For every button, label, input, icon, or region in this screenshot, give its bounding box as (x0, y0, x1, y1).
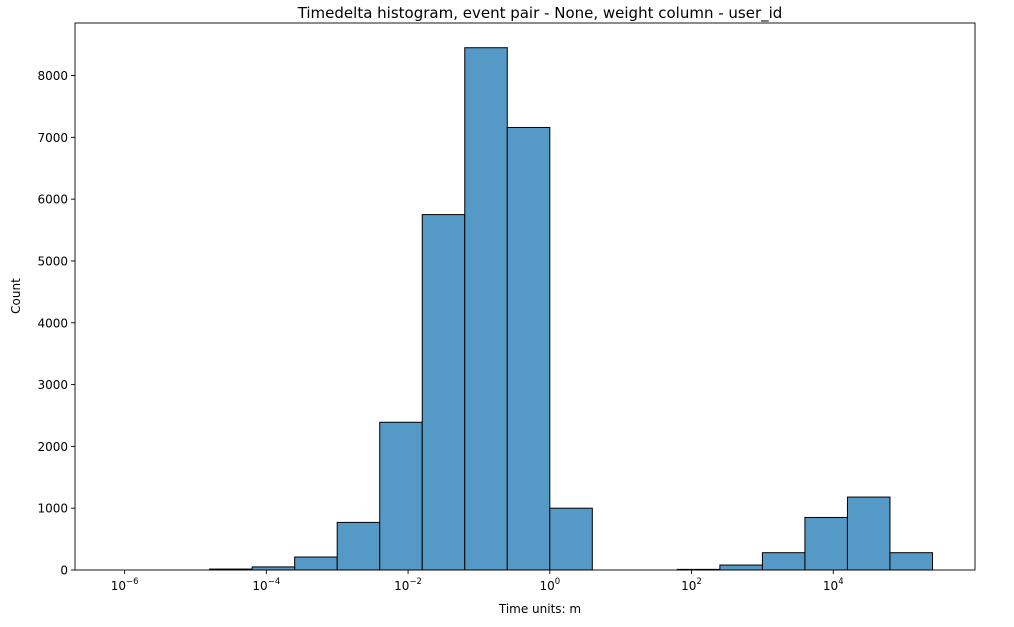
histogram-bar-16 (761, 552, 806, 571)
histogram-bar-18 (846, 496, 891, 571)
chart-title: Timedelta histogram, event pair - None, … (297, 4, 783, 23)
y-tick-label-8: 8000 (37, 69, 68, 83)
y-tick-label-6: 6000 (37, 193, 68, 207)
histogram-bar-11 (549, 507, 593, 571)
x-tick-label-3: 100 (539, 577, 560, 593)
histogram-bar-4 (251, 566, 296, 571)
histogram-bar-7 (379, 421, 423, 571)
histogram-bar-6 (336, 521, 381, 571)
histogram-bar-10 (506, 126, 551, 571)
x-tick-label-5: 104 (823, 577, 844, 593)
x-tick-label-4: 102 (681, 577, 702, 593)
histogram-bar-15 (719, 564, 763, 571)
x-axis-ticks: 10−6 10−4 10−2 100 102 104 (111, 570, 844, 593)
x-tick-label-2: 10−2 (394, 577, 422, 593)
x-axis-label: Time units: m (498, 602, 581, 616)
x-tick-label-1: 10−4 (252, 577, 280, 593)
y-axis-label: Count (9, 278, 23, 314)
bars-group (209, 47, 933, 571)
y-axis-ticks: 0 1000 2000 3000 4000 5000 6000 7000 8000 (37, 69, 75, 578)
y-tick-label-2: 2000 (37, 440, 68, 454)
plot-frame (74, 22, 976, 571)
histogram-bar-8 (421, 214, 466, 571)
y-tick-label-4: 4000 (37, 316, 68, 330)
y-tick-label-3: 3000 (37, 378, 68, 392)
x-tick-label-0: 10−6 (111, 577, 139, 593)
histogram-bar-19 (889, 552, 933, 571)
histogram-bar-5 (294, 556, 338, 571)
histogram-bar-9 (464, 47, 508, 571)
y-tick-label-5: 5000 (37, 254, 68, 268)
y-tick-label-0: 0 (60, 564, 68, 578)
histogram-bar-17 (804, 516, 848, 571)
y-tick-label-7: 7000 (37, 131, 68, 145)
y-tick-label-1: 1000 (37, 502, 68, 516)
